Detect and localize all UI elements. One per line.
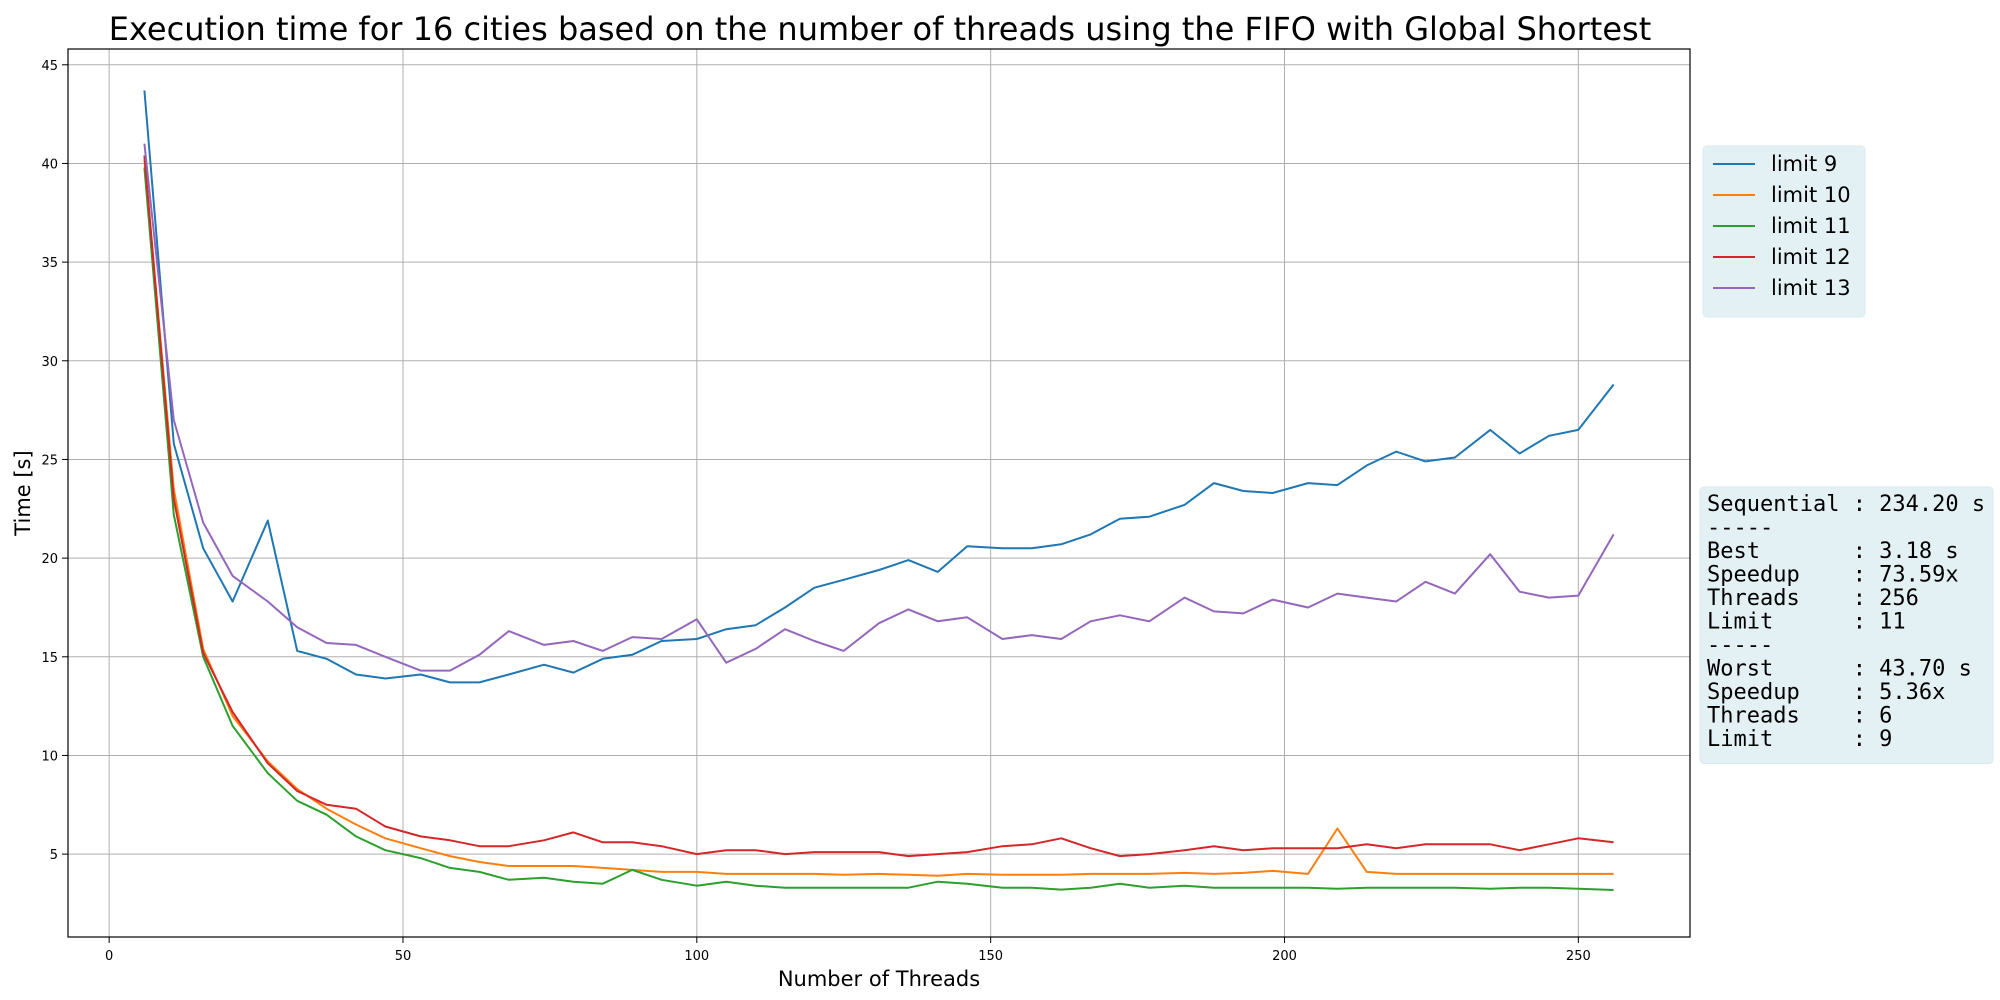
x-tick-label: 250 — [1566, 949, 1591, 964]
stats-line: Threads : 6 — [1707, 704, 1892, 729]
stats-box-bg — [1699, 486, 1994, 764]
y-tick-label: 45 — [41, 59, 58, 74]
stats-line: Speedup : 5.36x — [1707, 680, 1945, 705]
legend-label: limit 12 — [1771, 245, 1851, 269]
legend-label: limit 10 — [1771, 183, 1851, 207]
legend-label: limit 9 — [1771, 152, 1837, 176]
stats-line: Limit : 11 — [1707, 610, 1906, 635]
series-lines — [143, 90, 1615, 891]
legend-box — [1702, 145, 1866, 318]
stats-line: Threads : 256 — [1707, 586, 1919, 611]
y-tick-label: 35 — [41, 256, 58, 271]
legend-label: limit 13 — [1771, 276, 1851, 300]
stats-line: Best : 3.18 s — [1707, 539, 1959, 564]
y-tick-label: 10 — [41, 749, 58, 764]
x-tick-label: 200 — [1272, 949, 1297, 964]
chart-title: Execution time for 16 cities based on th… — [109, 10, 1651, 48]
axis-ticks: 0 50 100 150 200 250 5 10 15 20 25 30 35 40 45 — [41, 59, 1590, 964]
y-tick-label: 20 — [41, 552, 58, 567]
legend: limit 9 limit 10 limit 11 limit 12 limit 13 — [1702, 145, 1866, 318]
stats-line: Sequential : 234.20 s — [1707, 492, 1985, 517]
series-line-limit-12 — [143, 155, 1614, 858]
x-tick-label: 0 — [105, 949, 113, 964]
x-tick-label: 100 — [684, 949, 709, 964]
x-tick-label: 150 — [978, 949, 1003, 964]
series-line-limit-9 — [143, 90, 1615, 684]
series-line-limit-10 — [143, 159, 1614, 877]
x-tick-label: 50 — [395, 949, 412, 964]
y-axis-label: Time [s] — [11, 450, 35, 536]
stats-line: ----- — [1707, 633, 1773, 658]
y-tick-label: 25 — [41, 453, 58, 468]
grid-lines — [68, 49, 1690, 937]
y-tick-label: 40 — [41, 157, 58, 172]
y-tick-label: 5 — [50, 848, 58, 863]
stats-line: Speedup : 73.59x — [1707, 563, 1959, 588]
series-line-limit-13 — [143, 143, 1615, 672]
series-line-limit-11 — [143, 167, 1614, 891]
stats-box: Sequential : 234.20 s-----Best : 3.18 sS… — [1699, 486, 1994, 764]
stats-line: ----- — [1707, 516, 1773, 541]
x-axis-label: Number of Threads — [778, 967, 980, 991]
y-tick-label: 30 — [41, 355, 58, 370]
y-tick-label: 15 — [41, 651, 58, 666]
legend-label: limit 11 — [1771, 214, 1851, 238]
stats-line: Worst : 43.70 s — [1707, 657, 1972, 682]
stats-line: Limit : 9 — [1707, 727, 1892, 752]
plot-frame — [67, 48, 1691, 938]
